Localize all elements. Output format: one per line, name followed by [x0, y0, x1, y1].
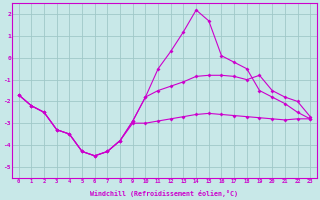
X-axis label: Windchill (Refroidissement éolien,°C): Windchill (Refroidissement éolien,°C)	[91, 190, 238, 197]
